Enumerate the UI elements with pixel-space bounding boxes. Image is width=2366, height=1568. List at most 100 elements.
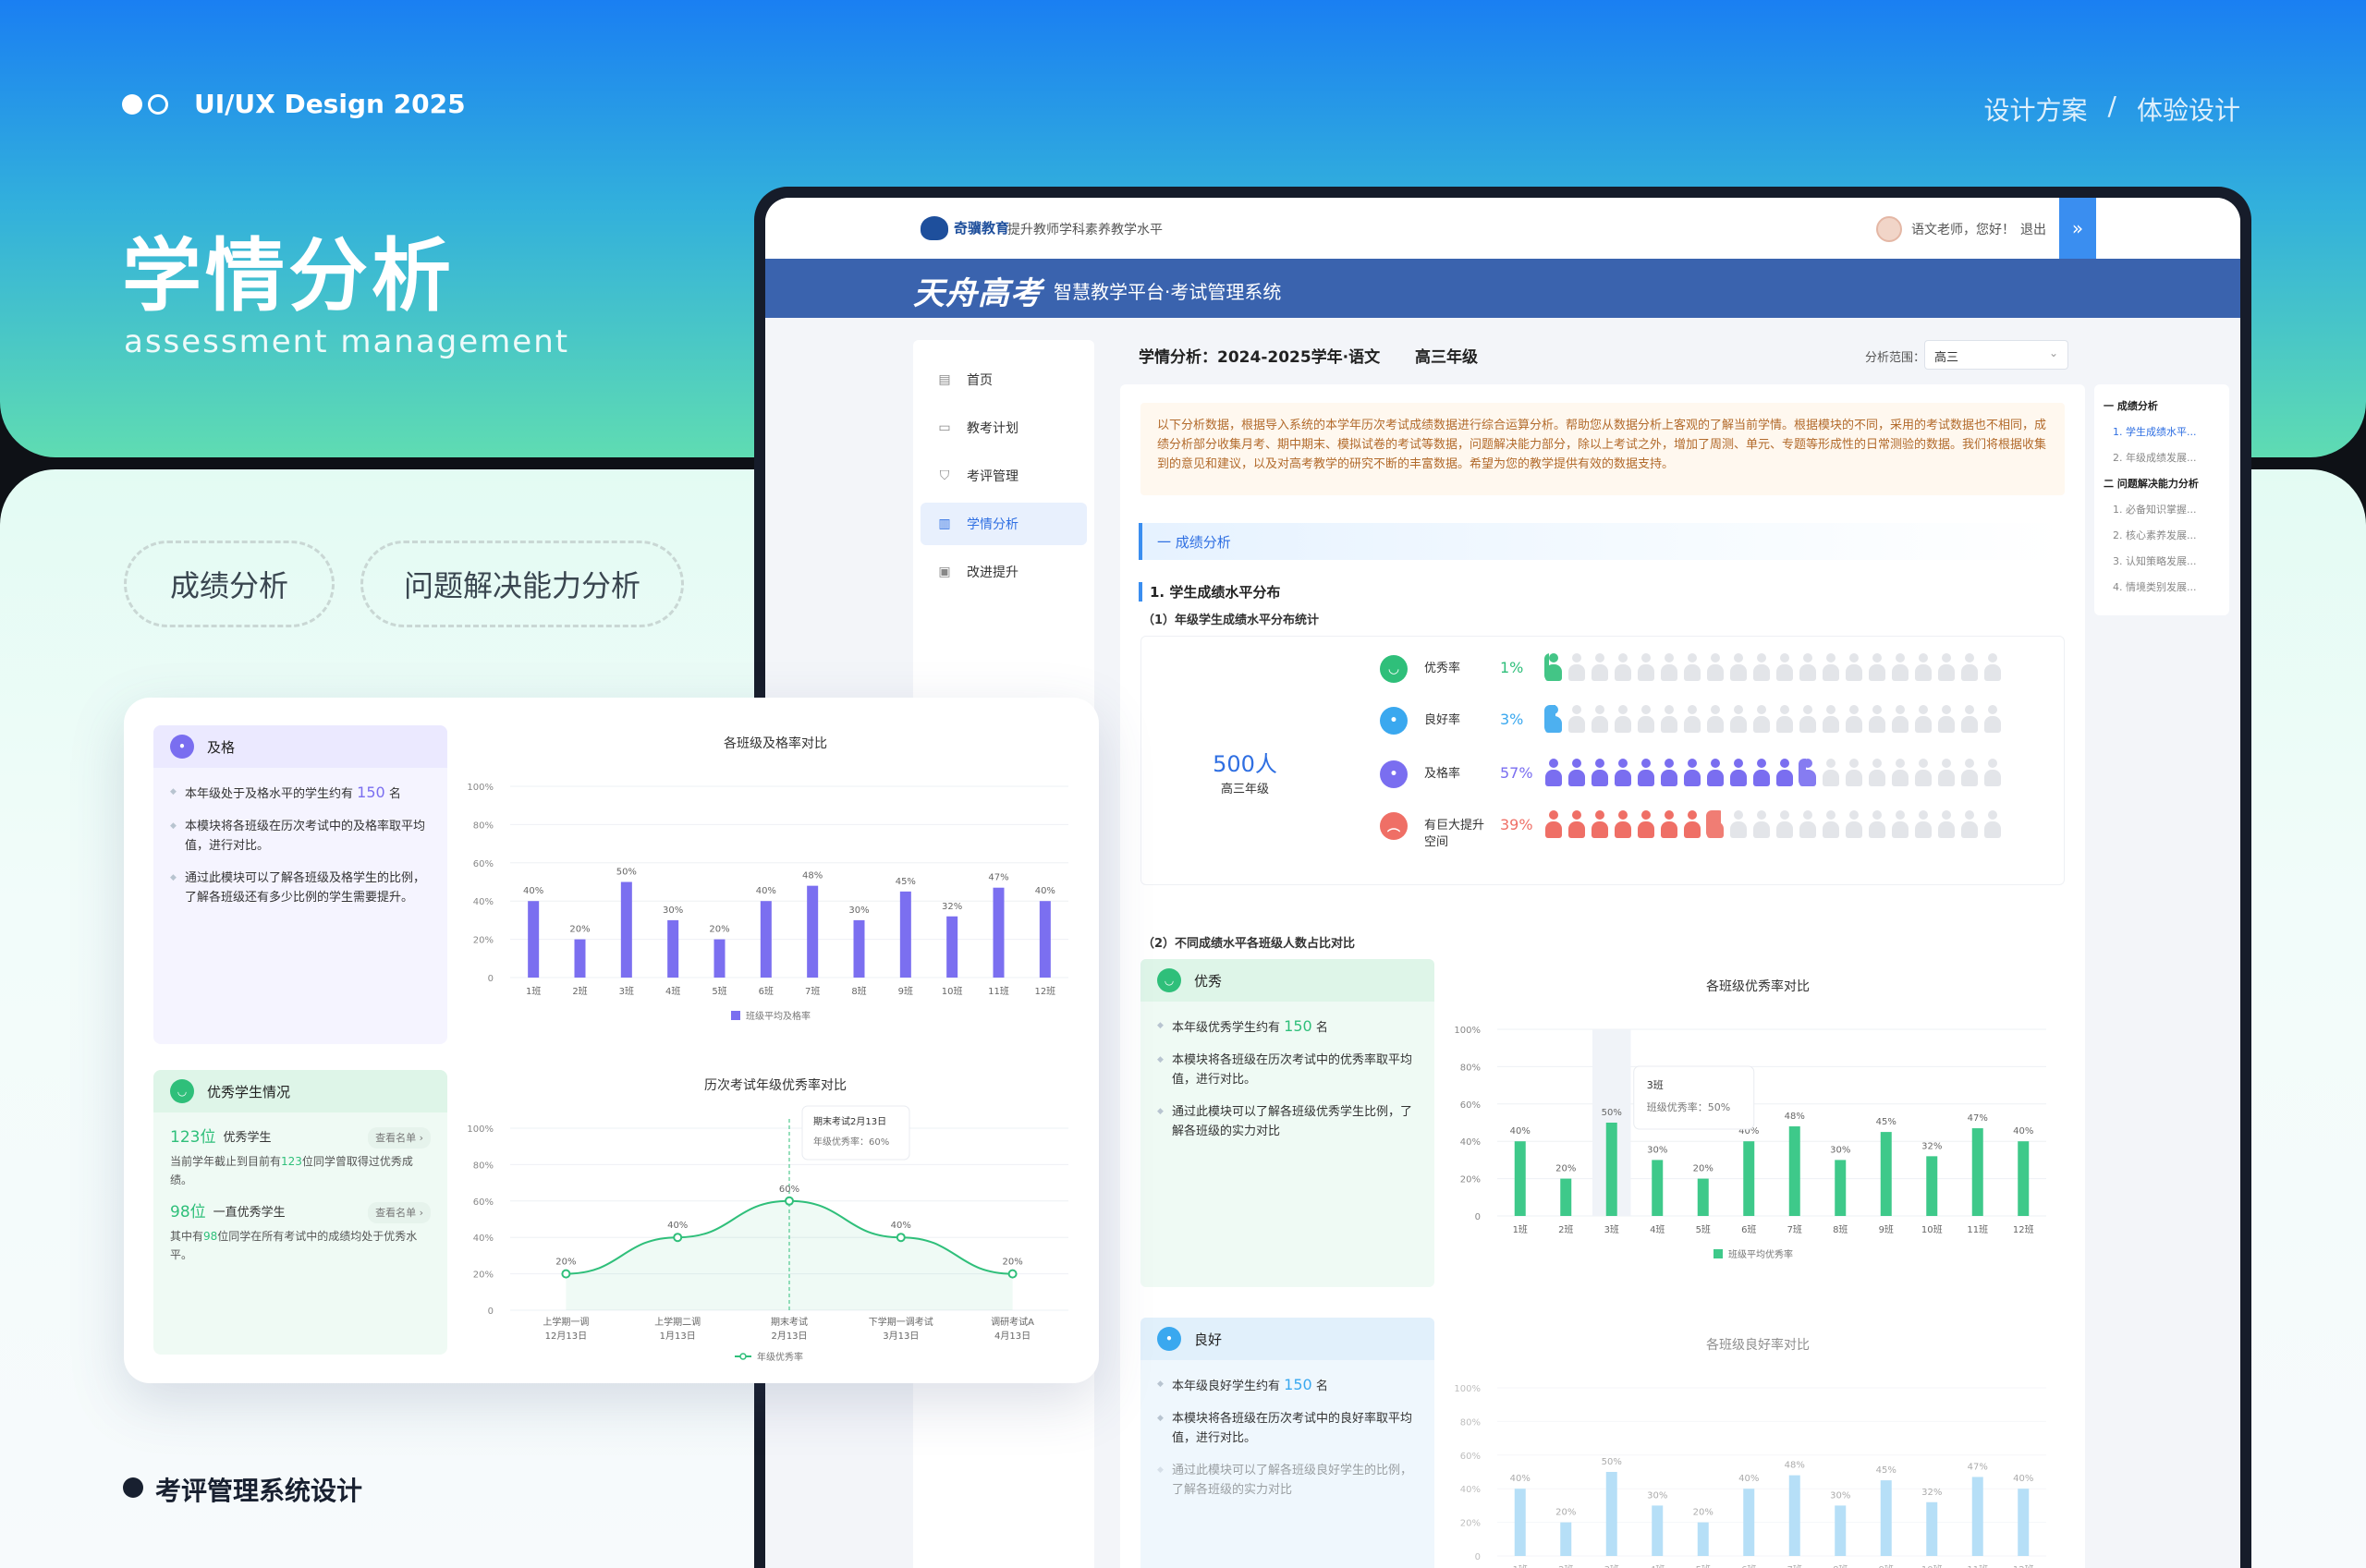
neutral-face-icon: • — [1380, 760, 1408, 788]
x-tick-date: 2月13日 — [771, 1331, 807, 1342]
bar-value-label: 32% — [942, 902, 962, 912]
person-icon — [1683, 653, 1701, 681]
bullet-text: 通过此模块可以了解各班级及格学生的比例，了解各班级还有多少比例的学生需要提升。 — [170, 869, 431, 907]
distribution-row: ︵ 有巨大提升空间 39% — [1380, 808, 2064, 849]
point-value-label: 60% — [779, 1185, 799, 1195]
person-icon — [1845, 653, 1863, 681]
person-icon — [1914, 653, 1933, 681]
y-tick-label: 80% — [1460, 1063, 1481, 1073]
card-title: 优秀学生情况 — [207, 1083, 291, 1100]
bar — [1788, 1126, 1800, 1216]
x-tick-label: 8班 — [851, 986, 866, 997]
bar — [2018, 1141, 2030, 1216]
outline-item[interactable]: 1. 必备知识掌握... — [2113, 504, 2197, 516]
tooltip-text: 班级优秀率：50% — [1647, 1100, 1730, 1113]
outline-item[interactable]: 4. 情境类别发展... — [2113, 581, 2197, 593]
footer-bullet-icon — [123, 1477, 143, 1498]
smile-face-icon: ◡ — [1157, 968, 1181, 992]
person-icon — [1799, 759, 1817, 786]
avatar[interactable] — [1876, 216, 1902, 242]
sidebar-item-assessment[interactable]: ⛉ 考评管理 — [921, 455, 1087, 497]
bar — [667, 919, 679, 978]
rank-row: 123位 优秀学生 查看名单 › 当前学年截止到目前有123位同学曾取得过优秀成绩。 — [170, 1127, 431, 1189]
sad-face-icon: ︵ — [1380, 812, 1408, 840]
improve-icon: ▣ — [938, 565, 951, 579]
x-tick-label: 2班 — [1558, 1564, 1573, 1568]
outline-item[interactable]: 2. 年级成绩发展... — [2113, 452, 2197, 464]
sidebar-item-plan[interactable]: ▭ 教考计划 — [921, 407, 1087, 449]
person-icon — [1660, 759, 1678, 786]
breadcrumb-experience-design[interactable]: 体验设计 — [2136, 95, 2240, 126]
x-tick-date: 4月13日 — [994, 1331, 1031, 1342]
person-icon — [1683, 705, 1701, 733]
legend-label: 班级平均及格率 — [746, 1010, 811, 1022]
bar-value-label: 40% — [1035, 886, 1055, 896]
x-tick-label: 1班 — [1513, 1564, 1528, 1568]
outline-heading[interactable]: 二 问题解决能力分析 — [2104, 478, 2199, 490]
person-icon — [1960, 759, 1979, 786]
outline-item[interactable]: 1. 学生成绩水平... — [2113, 426, 2197, 438]
people-icons — [1544, 653, 2002, 681]
bar-value-label: 40% — [1510, 1126, 1531, 1136]
analysis-content: 以下分析数据，根据导入系统的本学年历次考试成绩数据进行综合运算分析。帮助您从数据… — [1120, 384, 2085, 1568]
x-tick-label: 7班 — [1787, 1564, 1802, 1568]
bar — [1560, 1522, 1572, 1556]
bar-value-label: 30% — [1647, 1490, 1667, 1501]
bar — [1697, 1178, 1709, 1216]
tooltip-title: 3班 — [1647, 1079, 1664, 1091]
distribution-percent: 39% — [1500, 816, 1533, 833]
bar — [1835, 1160, 1847, 1216]
bullet-text: 本模块将各班级在历次考试中的及格率取平均值，进行对比。 — [170, 817, 431, 856]
bullet-text: 本模块将各班级在历次考试中的优秀率取平均值，进行对比。 — [1157, 1051, 1418, 1089]
bar-value-label: 45% — [1876, 1465, 1896, 1476]
x-tick-label: 1班 — [1513, 1224, 1528, 1235]
person-icon — [1960, 705, 1979, 733]
bar-value-label: 40% — [756, 886, 776, 896]
scope-value: 高三 — [1934, 351, 1959, 365]
person-icon — [1822, 759, 1840, 786]
person-icon — [1983, 810, 2002, 838]
logout-link[interactable]: 退出 — [2020, 223, 2046, 237]
tooltip-title: 期末考试2月13日 — [813, 1115, 886, 1127]
view-list-button[interactable]: 查看名单 › — [368, 1202, 431, 1223]
distribution-label: 良好率 — [1424, 713, 1461, 727]
person-icon — [1752, 653, 1771, 681]
sidebar-item-analysis[interactable]: ▥ 学情分析 — [921, 503, 1087, 545]
x-tick-label: 9班 — [898, 986, 913, 997]
breadcrumb-design-plan[interactable]: 设计方案 — [1983, 95, 2088, 126]
tab-problem-solving-analysis[interactable]: 问题解决能力分析 — [360, 541, 684, 627]
x-tick-label: 2班 — [1558, 1224, 1573, 1235]
x-tick-label: 12班 — [2013, 1224, 2034, 1235]
person-icon — [1591, 810, 1609, 838]
outline-item[interactable]: 2. 核心素养发展... — [2113, 529, 2197, 541]
outline-item[interactable]: 3. 认知策略发展... — [2113, 555, 2197, 567]
home-icon: ▤ — [938, 372, 951, 387]
data-point — [673, 1233, 683, 1243]
x-tick-date: 3月13日 — [883, 1331, 919, 1342]
person-icon — [1752, 705, 1771, 733]
x-tick-date: 12月13日 — [545, 1331, 587, 1342]
subsection-title: 1. 学生成绩水平分布 — [1139, 582, 1280, 602]
sidebar-item-label: 教考计划 — [967, 421, 1018, 436]
view-list-button[interactable]: 查看名单 › — [368, 1127, 431, 1149]
scope-select[interactable]: 高三 ⌄ — [1924, 340, 2068, 370]
card-title: 良好 — [1194, 1331, 1223, 1348]
bar-value-label: 40% — [523, 886, 543, 896]
rank-description: 当前学年截止到目前有123位同学曾取得过优秀成绩。 — [170, 1152, 431, 1189]
outline-heading[interactable]: 一 成绩分析 — [2104, 400, 2158, 412]
person-icon — [1729, 653, 1748, 681]
bar — [1926, 1156, 1938, 1216]
rank-desc-post: 位同学曾取得过优秀成绩。 — [170, 1155, 413, 1186]
bar — [1926, 1501, 1938, 1556]
bar — [1652, 1160, 1664, 1216]
chevron-down-icon: ⌄ — [2048, 346, 2058, 359]
brand-label: UI/UX Design 2025 — [194, 89, 466, 119]
person-icon — [1614, 759, 1632, 786]
dot-ring-icon — [148, 94, 168, 115]
sidebar-item-improve[interactable]: ▣ 改进提升 — [921, 551, 1087, 593]
menu-toggle-button[interactable]: » — [2059, 198, 2096, 259]
sidebar-item-home[interactable]: ▤ 首页 — [921, 359, 1087, 401]
distribution-row: • 及格率 57% — [1380, 757, 2064, 794]
x-tick-label: 4班 — [1650, 1564, 1665, 1568]
tab-score-analysis[interactable]: 成绩分析 — [124, 541, 335, 627]
